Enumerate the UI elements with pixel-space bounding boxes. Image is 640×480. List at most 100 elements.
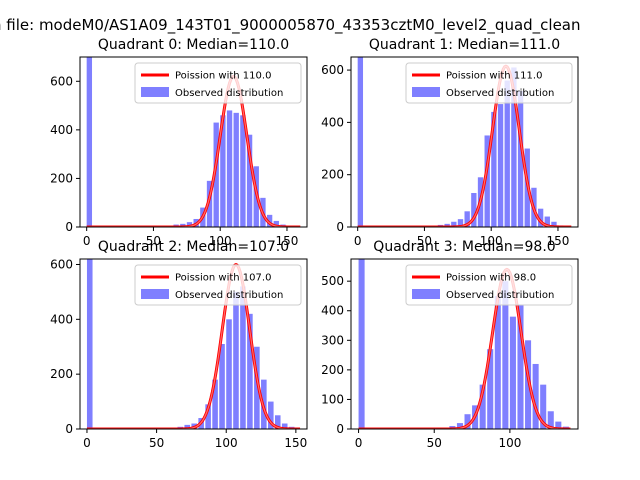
hist-bar (240, 115, 246, 227)
hist-bar (233, 291, 239, 429)
poisson-curve-highlight (357, 65, 572, 227)
x-tick-label: 150 (276, 234, 299, 248)
x-tick-label: 50 (427, 436, 442, 450)
legend-label-observed: Observed distribution (175, 290, 283, 301)
hist-bar (532, 363, 539, 429)
hist-bar (212, 379, 218, 429)
hist-bar (274, 415, 281, 429)
hist-bar (451, 221, 457, 227)
legend: Poission with 110.0 Observed distribution (134, 62, 302, 104)
hist-bar (504, 80, 510, 227)
y-tick-label: 0 (65, 422, 73, 436)
hist-bar (233, 112, 239, 227)
hist-bar (491, 111, 497, 227)
plot-area-2 (86, 259, 301, 429)
hist-bar (464, 414, 471, 429)
x-tick-label: 50 (417, 234, 432, 248)
subplot-title: Quadrant 0: Median=110.0 (98, 37, 289, 53)
x-tick-label: 0 (83, 436, 91, 450)
hist-bar (86, 57, 93, 227)
y-tick-label: 400 (50, 312, 73, 326)
y-tick-label: 600 (321, 63, 344, 77)
figure-suptitle: n file: modeM0/AS1A09_143T01_9000005870_… (0, 16, 581, 35)
hist-bar (551, 221, 557, 227)
y-tick-label: 100 (321, 392, 344, 406)
legend-label-observed: Observed distribution (446, 290, 554, 301)
hist-bar (281, 423, 288, 429)
x-tick-label: 100 (215, 436, 238, 450)
hist-bar (206, 180, 213, 227)
y-tick-label: 0 (65, 220, 73, 234)
legend-box (405, 264, 573, 306)
legend-hist-swatch (141, 289, 169, 299)
x-tick-label: 100 (209, 234, 232, 248)
axes-frame (79, 56, 308, 228)
x-tick-label: 100 (480, 234, 503, 248)
hist-bar (471, 193, 477, 227)
hist-bar (220, 115, 226, 227)
legend-box (134, 264, 302, 306)
hist-bar (184, 424, 191, 429)
hist-bar (246, 134, 253, 227)
hist-bar (226, 319, 232, 429)
y-tick-label: 600 (50, 74, 73, 88)
hist-bar (555, 421, 562, 429)
y-tick-label: 400 (321, 304, 344, 318)
hist-bar (487, 349, 494, 429)
hist-bar (525, 340, 532, 429)
hist-bar (268, 401, 274, 429)
hist-bar (537, 208, 544, 227)
hist-bar (205, 404, 211, 429)
legend-hist-swatch (412, 87, 440, 97)
plot-area-1 (357, 57, 572, 227)
hist-bar (544, 216, 550, 227)
x-tick-label: 0 (354, 234, 362, 248)
axes-frame (350, 258, 579, 430)
y-tick-label: 400 (50, 123, 73, 137)
hist-bar (226, 110, 233, 227)
legend-hist-swatch (412, 289, 440, 299)
y-tick-label: 0 (336, 220, 344, 234)
hist-bar (358, 259, 365, 429)
plot-area-3 (358, 259, 571, 429)
subplot-title: Quadrant 1: Median=111.0 (369, 37, 560, 53)
hist-bar (479, 384, 486, 429)
hist-bar (502, 281, 509, 429)
legend-label-poisson: Poission with 111.0 (446, 71, 542, 82)
subplot-2: 0 50 100 150 0 200 400 600 Poission with 107.0 Ob… (50, 239, 308, 450)
legend-hist-swatch (141, 87, 169, 97)
hist-bar (219, 344, 225, 429)
hist-bar (254, 346, 260, 429)
poisson-curve-highlight (358, 268, 571, 429)
hist-bar (247, 313, 253, 429)
hist-bar (511, 67, 517, 227)
hist-bar (517, 304, 524, 429)
legend-box (134, 62, 302, 104)
hist-bar (213, 122, 219, 227)
x-tick-label: 100 (498, 436, 521, 450)
hist-bar (456, 423, 463, 429)
hist-bar (457, 219, 464, 227)
subplot-1: 0 50 100 150 0 200 400 600 Poission with 111.0 Ob… (321, 37, 579, 248)
hist-bar (484, 135, 490, 227)
legend: Poission with 98.0 Observed distribution (405, 264, 573, 306)
x-tick-label: 50 (146, 234, 161, 248)
hist-bar (497, 104, 504, 227)
legend-label-poisson: Poission with 107.0 (175, 273, 271, 284)
hist-bar (240, 286, 246, 429)
hist-bar (464, 211, 470, 227)
y-tick-label: 0 (336, 422, 344, 436)
x-tick-label: 0 (355, 436, 363, 450)
axes-frame (79, 258, 308, 430)
hist-bar (517, 91, 524, 227)
subplot-0: 0 50 100 150 0 200 400 600 Poission with 110.0 Ob… (50, 37, 308, 248)
legend-label-poisson: Poission with 98.0 (446, 273, 536, 284)
y-tick-label: 200 (50, 171, 73, 185)
y-tick-label: 500 (321, 274, 344, 288)
legend: Poission with 107.0 Observed distribution (134, 264, 302, 306)
hist-bar (357, 57, 364, 227)
legend-box (405, 62, 573, 104)
hist-bar (86, 259, 93, 429)
poisson-curve-highlight (86, 263, 301, 429)
hist-bar (494, 295, 501, 429)
